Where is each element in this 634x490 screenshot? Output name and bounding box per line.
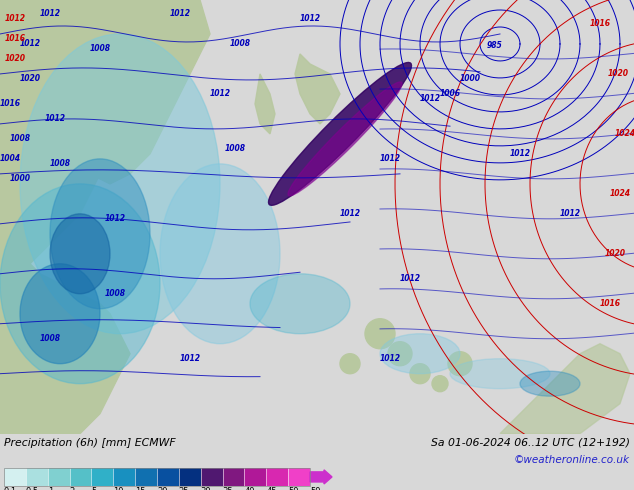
Text: 0.1: 0.1: [4, 487, 17, 490]
Text: 1008: 1008: [89, 45, 110, 53]
Text: 40: 40: [245, 487, 255, 490]
Text: 1012: 1012: [4, 15, 25, 24]
Ellipse shape: [20, 34, 220, 334]
Text: 20: 20: [157, 487, 167, 490]
Text: 1016: 1016: [0, 99, 20, 108]
Polygon shape: [0, 0, 160, 294]
Text: 985: 985: [487, 42, 503, 50]
Text: 1012: 1012: [420, 95, 441, 103]
Bar: [70, 468, 91, 486]
Text: 1012: 1012: [169, 9, 190, 19]
Bar: [135, 468, 157, 486]
Text: 35: 35: [223, 487, 233, 490]
Bar: [113, 468, 135, 486]
Bar: [266, 468, 288, 486]
Bar: [26, 468, 48, 486]
Text: 1: 1: [48, 487, 53, 490]
Text: Sa 01-06-2024 06..12 UTC (12+192): Sa 01-06-2024 06..12 UTC (12+192): [431, 438, 630, 448]
Text: 1000: 1000: [10, 174, 30, 183]
Text: 1012: 1012: [39, 9, 60, 19]
Bar: [157, 468, 179, 486]
Text: 2: 2: [70, 487, 75, 490]
Text: 1020: 1020: [607, 70, 628, 78]
Text: 1008: 1008: [105, 289, 126, 298]
Text: 50: 50: [288, 487, 299, 490]
Ellipse shape: [268, 62, 411, 205]
Text: 5: 5: [91, 487, 96, 490]
Circle shape: [410, 364, 430, 384]
Text: 1012: 1012: [399, 274, 420, 283]
Text: 1016: 1016: [590, 20, 611, 28]
Bar: [223, 468, 245, 486]
Circle shape: [388, 342, 412, 366]
Text: 1012: 1012: [105, 214, 126, 223]
Text: 10: 10: [113, 487, 124, 490]
Text: 1020: 1020: [4, 54, 25, 63]
Polygon shape: [0, 0, 210, 184]
Polygon shape: [255, 74, 275, 134]
Text: 1024: 1024: [614, 129, 634, 138]
Text: 1000: 1000: [460, 74, 481, 83]
Text: 30: 30: [201, 487, 211, 490]
Bar: [91, 468, 113, 486]
Bar: [4, 468, 26, 486]
Text: 1012: 1012: [44, 114, 65, 123]
Circle shape: [448, 352, 472, 376]
Text: 1012: 1012: [299, 15, 321, 24]
Circle shape: [365, 318, 395, 349]
Text: 25: 25: [179, 487, 190, 490]
Ellipse shape: [450, 359, 550, 389]
Text: Precipitation (6h) [mm] ECMWF: Precipitation (6h) [mm] ECMWF: [4, 438, 176, 448]
Text: 1012: 1012: [510, 149, 531, 158]
Ellipse shape: [0, 184, 160, 384]
Ellipse shape: [250, 274, 350, 334]
Text: 1012: 1012: [20, 40, 41, 49]
Text: 1004: 1004: [0, 154, 20, 163]
Text: 1024: 1024: [609, 189, 630, 198]
Ellipse shape: [520, 371, 580, 396]
Text: 1020: 1020: [604, 249, 626, 258]
Text: 1006: 1006: [439, 89, 460, 98]
Text: 1012: 1012: [380, 354, 401, 363]
Text: ©weatheronline.co.uk: ©weatheronline.co.uk: [514, 455, 630, 465]
Text: 50: 50: [310, 487, 321, 490]
Polygon shape: [0, 0, 130, 434]
Text: 45: 45: [266, 487, 277, 490]
Ellipse shape: [50, 214, 110, 294]
Bar: [179, 468, 201, 486]
Ellipse shape: [288, 82, 402, 196]
Text: 1008: 1008: [224, 145, 245, 153]
Text: 1012: 1012: [339, 209, 361, 219]
Text: 1012: 1012: [559, 209, 581, 219]
Text: 1008: 1008: [39, 334, 60, 343]
Text: 1008: 1008: [49, 159, 70, 169]
Text: 1012: 1012: [380, 154, 401, 163]
Bar: [245, 468, 266, 486]
Text: 15: 15: [135, 487, 146, 490]
Circle shape: [340, 354, 360, 374]
Ellipse shape: [380, 334, 460, 374]
Text: 0.5: 0.5: [26, 487, 39, 490]
Circle shape: [432, 376, 448, 392]
Bar: [4, 468, 310, 486]
Bar: [48, 468, 70, 486]
FancyArrow shape: [310, 470, 332, 484]
Polygon shape: [500, 343, 630, 434]
Ellipse shape: [160, 164, 280, 343]
Text: 1012: 1012: [209, 89, 231, 98]
Text: 1016: 1016: [600, 299, 621, 308]
Polygon shape: [295, 54, 340, 124]
Ellipse shape: [50, 159, 150, 309]
Text: 1020: 1020: [20, 74, 41, 83]
Ellipse shape: [20, 264, 100, 364]
Text: 1016: 1016: [4, 34, 25, 44]
Text: 1008: 1008: [230, 40, 250, 49]
Text: 1012: 1012: [179, 354, 200, 363]
Bar: [288, 468, 310, 486]
Bar: [201, 468, 223, 486]
Text: 1008: 1008: [10, 134, 30, 144]
